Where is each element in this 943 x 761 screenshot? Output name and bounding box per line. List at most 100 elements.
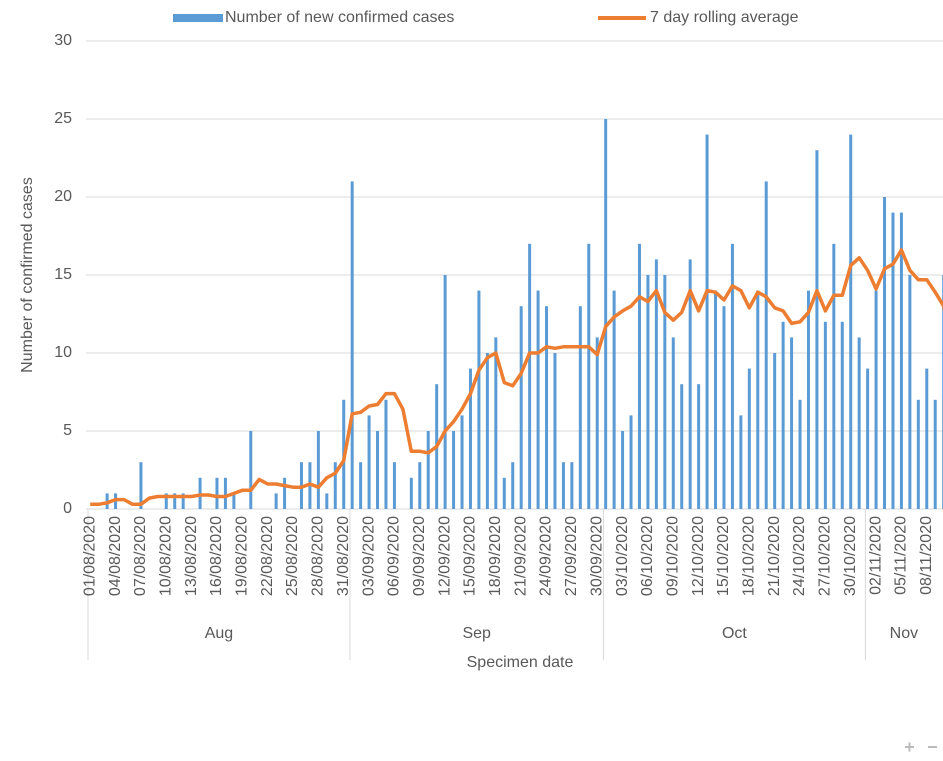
month-label: Aug	[205, 625, 233, 642]
x-tick-label: 24/10/2020	[791, 516, 808, 596]
bar	[561, 462, 565, 509]
bar	[773, 353, 777, 509]
x-tick-label: 21/09/2020	[512, 516, 529, 596]
bar	[409, 477, 413, 509]
bar	[477, 290, 481, 509]
bar	[790, 337, 794, 509]
legend-label: Number of new confirmed cases	[225, 9, 454, 26]
bar	[646, 275, 650, 509]
bar	[739, 415, 743, 509]
bar	[316, 431, 320, 509]
x-tick-label: 13/08/2020	[183, 516, 200, 596]
bar	[528, 243, 532, 510]
x-tick-label: 30/10/2020	[842, 516, 859, 596]
month-label: Sep	[462, 625, 491, 642]
bar	[545, 306, 549, 509]
bar	[519, 306, 523, 509]
zoom-icon[interactable]	[905, 742, 937, 752]
x-tick-label: 09/09/2020	[411, 516, 428, 596]
bar	[849, 134, 853, 509]
x-tick-label: 12/09/2020	[436, 516, 453, 596]
x-tick-label: 18/10/2020	[741, 516, 758, 596]
bar	[857, 337, 861, 509]
bar	[485, 353, 489, 509]
x-tick-label: 04/08/2020	[107, 516, 124, 596]
x-tick-label: 30/09/2020	[588, 516, 605, 596]
bar	[705, 134, 709, 509]
bar	[468, 368, 472, 509]
bar	[392, 462, 396, 509]
bar	[181, 493, 185, 509]
bar	[274, 493, 278, 509]
bar	[823, 321, 827, 509]
bar	[215, 477, 219, 509]
bar	[325, 493, 329, 509]
x-tick-label: 08/11/2020	[918, 516, 935, 595]
bar	[883, 197, 887, 509]
y-tick-label: 30	[54, 32, 72, 49]
bar	[680, 384, 684, 509]
bar	[697, 384, 701, 509]
x-tick-label: 06/10/2020	[639, 516, 656, 596]
month-label: Nov	[890, 625, 918, 642]
bar	[764, 181, 768, 509]
bar	[756, 290, 760, 509]
y-tick-label: 5	[63, 422, 72, 439]
bar	[621, 431, 625, 509]
x-tick-label: 03/09/2020	[360, 516, 377, 596]
bar	[384, 399, 388, 509]
bar	[933, 399, 937, 509]
x-tick-label: 12/10/2020	[690, 516, 707, 596]
bar	[663, 275, 667, 509]
bar	[925, 368, 929, 509]
bar	[359, 462, 363, 509]
bar	[173, 493, 177, 509]
y-tick-label: 20	[54, 188, 72, 205]
bar	[553, 353, 557, 509]
bar	[452, 431, 456, 509]
bar	[511, 462, 515, 509]
rolling-average-line	[90, 248, 943, 507]
x-tick-label: 27/10/2020	[817, 516, 834, 596]
bar	[587, 243, 591, 510]
bar	[426, 431, 430, 509]
y-axis-label: Number of confirmed cases	[19, 177, 36, 373]
bar	[899, 212, 903, 509]
bar	[367, 415, 371, 509]
x-tick-label: 15/09/2020	[462, 516, 479, 596]
bar	[139, 462, 143, 509]
bar	[747, 368, 751, 509]
bar	[502, 477, 506, 509]
x-tick-label: 10/08/2020	[157, 516, 174, 596]
bar	[418, 462, 422, 509]
bar	[840, 321, 844, 509]
bar	[806, 290, 810, 509]
legend-swatch	[173, 14, 223, 22]
y-tick-label: 25	[54, 110, 72, 127]
bar	[916, 399, 920, 509]
bar	[460, 415, 464, 509]
bar	[874, 290, 878, 509]
bar	[164, 493, 168, 509]
bar	[350, 181, 354, 509]
bar	[891, 212, 895, 509]
bar	[637, 243, 641, 510]
bar	[908, 275, 912, 509]
bar	[223, 477, 227, 509]
x-axis-label: Specimen date	[467, 654, 574, 671]
bar	[249, 431, 253, 509]
x-tick-label: 06/09/2020	[386, 516, 403, 596]
y-tick-label: 10	[54, 344, 72, 361]
x-tick-label: 15/10/2020	[715, 516, 732, 596]
bar	[604, 119, 608, 509]
x-tick-label: 24/09/2020	[538, 516, 555, 596]
x-tick-label: 31/08/2020	[335, 516, 352, 596]
x-tick-label: 27/09/2020	[563, 516, 580, 596]
x-tick-label: 25/08/2020	[284, 516, 301, 596]
y-tick-label: 0	[63, 500, 72, 517]
bar	[333, 462, 337, 509]
x-tick-label: 28/08/2020	[310, 516, 327, 596]
x-tick-label: 03/10/2020	[614, 516, 631, 596]
bar	[688, 259, 692, 509]
